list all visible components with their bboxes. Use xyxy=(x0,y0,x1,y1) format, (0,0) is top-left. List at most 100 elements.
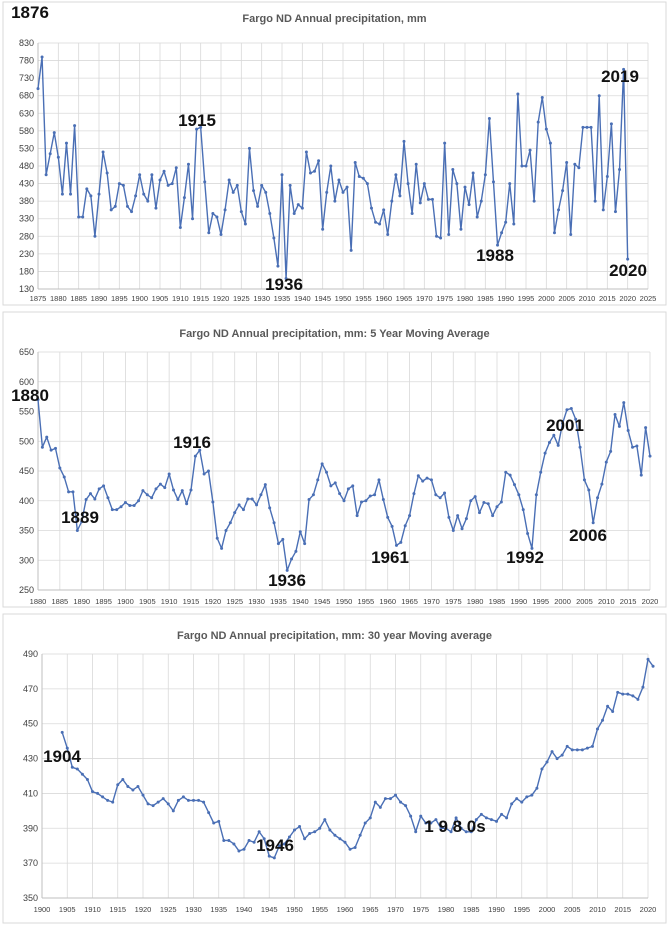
data-point xyxy=(101,795,105,799)
data-point xyxy=(170,182,174,186)
x-tick-label: 1890 xyxy=(91,294,108,303)
data-point xyxy=(648,454,652,458)
data-point xyxy=(377,478,381,482)
data-point xyxy=(311,493,315,497)
data-point xyxy=(486,502,490,506)
data-point xyxy=(290,557,294,561)
data-point xyxy=(325,190,329,194)
data-point xyxy=(548,141,552,145)
data-point xyxy=(439,236,443,240)
data-point xyxy=(224,529,228,532)
x-tick-label: 2025 xyxy=(640,294,657,303)
data-point xyxy=(596,727,599,731)
x-tick-label: 2000 xyxy=(539,905,556,914)
data-point xyxy=(36,398,40,402)
data-point xyxy=(373,493,377,497)
x-tick-label: 1930 xyxy=(248,597,265,606)
data-point xyxy=(604,460,608,464)
data-point xyxy=(520,164,524,168)
data-point xyxy=(444,826,448,830)
x-tick-label: 1925 xyxy=(226,597,243,606)
data-series-line xyxy=(61,658,654,859)
data-point xyxy=(75,767,79,771)
data-point xyxy=(158,482,162,486)
data-point xyxy=(429,821,433,825)
x-tick-label: 1890 xyxy=(73,597,90,606)
data-point xyxy=(474,818,478,822)
x-tick-label: 1950 xyxy=(335,294,352,303)
data-point xyxy=(611,710,615,714)
y-tick-label: 450 xyxy=(23,719,38,729)
data-point xyxy=(101,150,105,154)
data-point xyxy=(77,215,81,219)
x-tick-label: 1915 xyxy=(192,294,209,303)
data-point xyxy=(106,798,110,802)
x-tick-label: 2010 xyxy=(579,294,596,303)
data-point xyxy=(93,234,97,238)
data-point xyxy=(434,818,438,822)
data-point xyxy=(113,204,117,208)
data-point xyxy=(65,746,69,750)
data-point xyxy=(601,718,605,722)
data-point xyxy=(341,190,345,194)
data-point xyxy=(430,197,434,201)
data-point xyxy=(267,854,271,858)
x-tick-label: 1975 xyxy=(445,597,462,606)
data-point xyxy=(532,199,536,203)
data-point xyxy=(115,508,119,512)
data-point xyxy=(587,488,591,492)
data-point xyxy=(81,215,85,219)
x-tick-label: 1925 xyxy=(233,294,250,303)
data-point xyxy=(556,443,560,447)
data-point xyxy=(308,832,312,836)
data-point xyxy=(167,472,171,476)
data-point xyxy=(247,838,251,842)
data-point xyxy=(570,748,574,752)
data-point xyxy=(618,168,622,172)
data-point xyxy=(591,521,595,525)
data-point xyxy=(383,797,387,801)
data-point xyxy=(138,173,142,177)
chart-title: Fargo ND Annual precipitation, mm: 30 ye… xyxy=(177,630,492,642)
data-point xyxy=(596,496,600,500)
data-point xyxy=(294,549,298,553)
data-point xyxy=(62,475,66,479)
data-point xyxy=(93,497,97,501)
data-point xyxy=(328,828,332,832)
data-point xyxy=(134,194,138,198)
x-tick-label: 1960 xyxy=(379,597,396,606)
data-point xyxy=(402,139,406,143)
data-point xyxy=(484,816,488,820)
data-point xyxy=(394,793,397,797)
data-point xyxy=(207,231,211,235)
x-tick-label: 1990 xyxy=(511,597,528,606)
data-point xyxy=(260,183,264,187)
data-point xyxy=(577,166,581,170)
data-point xyxy=(206,469,210,473)
x-tick-label: 1990 xyxy=(497,294,514,303)
data-point xyxy=(464,830,468,834)
x-tick-label: 2020 xyxy=(619,294,636,303)
data-point xyxy=(622,67,626,71)
data-point xyxy=(182,196,186,200)
data-point xyxy=(52,131,56,135)
data-point xyxy=(191,217,195,221)
x-tick-label: 2010 xyxy=(598,597,615,606)
data-point xyxy=(268,506,272,510)
data-point xyxy=(382,208,386,212)
data-point xyxy=(243,222,247,226)
x-tick-label: 1920 xyxy=(205,597,222,606)
data-point xyxy=(443,491,447,495)
data-point xyxy=(414,830,418,834)
data-point xyxy=(250,497,254,501)
data-point xyxy=(540,767,544,771)
chart-title: Fargo ND Annual precipitation, mm xyxy=(242,13,426,25)
data-point xyxy=(646,657,650,661)
data-point xyxy=(561,189,565,193)
data-point xyxy=(222,838,226,842)
data-point xyxy=(540,95,544,99)
x-tick-label: 1970 xyxy=(423,597,440,606)
annotation-label: 1915 xyxy=(178,111,216,130)
data-point xyxy=(60,192,64,196)
